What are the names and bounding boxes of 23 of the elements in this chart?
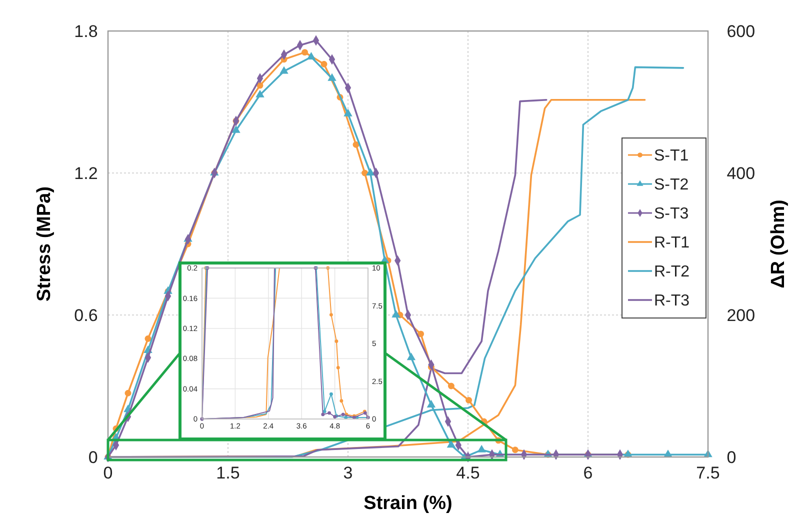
- x-tick-label: 6: [583, 463, 593, 482]
- legend-label: R-T1: [654, 234, 690, 252]
- x-tick-label: 1.5: [216, 463, 240, 482]
- y2-tick-label: 0: [726, 448, 736, 467]
- y2-axis-title: ΔR (Ohm): [768, 200, 789, 288]
- legend-label: S-T3: [654, 206, 689, 223]
- y-tick-label: 0.6: [74, 306, 98, 325]
- y2-tick-label: 400: [726, 164, 756, 183]
- x-tick-label: 4.5: [456, 463, 480, 482]
- x-tick-label: 3: [343, 463, 353, 482]
- x-axis-title: Strain (%): [364, 493, 452, 514]
- y-axis-title: Stress (MPa): [34, 186, 55, 302]
- legend-label: R-T3: [654, 292, 690, 310]
- y-tick-label: 1.8: [74, 22, 98, 41]
- x-tick-label: 7.5: [696, 463, 720, 482]
- y-tick-label: 0: [88, 448, 98, 467]
- x-tick-label: 0: [103, 463, 113, 482]
- y-tick-label: 1.2: [74, 164, 98, 183]
- y2-tick-label: 600: [726, 22, 756, 41]
- y2-tick-label: 200: [726, 306, 756, 325]
- legend-label: R-T2: [654, 264, 690, 281]
- legend-label: S-T2: [654, 176, 689, 194]
- legend-label: S-T1: [654, 148, 689, 165]
